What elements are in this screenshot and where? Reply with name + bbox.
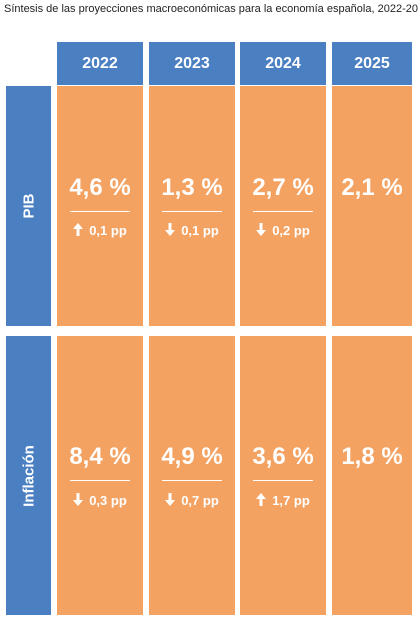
cell-inflacion-2022: 8,4 % 0,3 pp: [57, 336, 143, 615]
arrow-up-icon: [73, 223, 84, 239]
arrow-down-icon: [73, 493, 84, 509]
revision-change: 0,3 pp: [57, 493, 143, 509]
divider: [162, 480, 222, 481]
revision-change: 1,7 pp: [240, 493, 326, 509]
arrow-up-icon: [256, 493, 267, 509]
revision-text: 0,2 pp: [272, 223, 310, 238]
year-header-2022: 2022: [57, 42, 143, 85]
cell-pib-2022: 4,6 % 0,1 pp: [57, 86, 143, 326]
year-header-2023: 2023: [149, 42, 235, 85]
revision-change: 0,1 pp: [57, 223, 143, 239]
arrow-down-icon: [256, 223, 267, 239]
projection-value: 8,4 %: [69, 443, 131, 470]
arrow-down-icon: [165, 493, 176, 509]
revision-text: 0,3 pp: [89, 493, 127, 508]
row-label-inflacion: Inflación: [6, 336, 51, 615]
projection-value: 4,6 %: [69, 174, 131, 201]
projection-value: 1,8 %: [341, 443, 403, 470]
revision-text: 1,7 pp: [272, 493, 310, 508]
row-label-pib: PIB: [6, 86, 51, 326]
revision-change: 0,7 pp: [149, 493, 235, 509]
cell-inflacion-2025: 1,8 %: [332, 336, 412, 615]
revision-text: 0,7 pp: [181, 493, 219, 508]
divider: [70, 480, 130, 481]
cell-inflacion-2023: 4,9 % 0,7 pp: [149, 336, 235, 615]
projection-value: 2,7 %: [252, 174, 314, 201]
projection-value: 2,1 %: [341, 174, 403, 201]
row-label-text: PIB: [20, 193, 37, 219]
cell-pib-2025: 2,1 %: [332, 86, 412, 326]
divider: [162, 211, 222, 212]
arrow-down-icon: [165, 223, 176, 239]
cell-pib-2024: 2,7 % 0,2 pp: [240, 86, 326, 326]
divider: [253, 211, 313, 212]
divider: [253, 480, 313, 481]
revision-change: 0,2 pp: [240, 223, 326, 239]
row-label-text: Inflación: [20, 444, 37, 507]
projection-value: 1,3 %: [161, 174, 223, 201]
revision-text: 0,1 pp: [89, 223, 127, 238]
projection-value: 4,9 %: [161, 443, 223, 470]
year-header-2024: 2024: [240, 42, 326, 85]
projection-value: 3,6 %: [252, 443, 314, 470]
chart-title: Síntesis de las proyecciones macroeconóm…: [4, 3, 418, 15]
divider: [70, 211, 130, 212]
cell-inflacion-2024: 3,6 % 1,7 pp: [240, 336, 326, 615]
revision-change: 0,1 pp: [149, 223, 235, 239]
revision-text: 0,1 pp: [181, 223, 219, 238]
cell-pib-2023: 1,3 % 0,1 pp: [149, 86, 235, 326]
year-header-2025: 2025: [332, 42, 412, 85]
